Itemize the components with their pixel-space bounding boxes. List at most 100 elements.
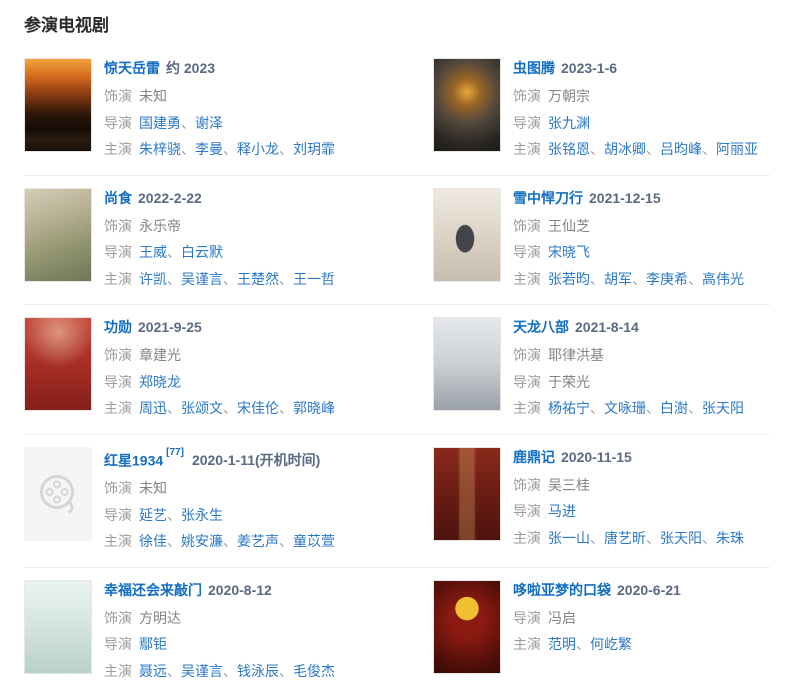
drama-item: 惊天岳雷约 2023 饰演 未知 导演 国建勇、谢泽 主演 朱梓骁、李曼、释小龙、刘玥霏 bbox=[24, 58, 405, 163]
actor-name[interactable]: 白澍 bbox=[660, 400, 688, 416]
director-name[interactable]: 谢泽 bbox=[195, 114, 223, 131]
actor-name[interactable]: 聂远 bbox=[139, 662, 167, 679]
director-name[interactable]: 白云默 bbox=[181, 244, 223, 260]
actor-name[interactable]: 王一哲 bbox=[293, 270, 335, 287]
starring-line: 主演 张若昀、胡军、李庚希、高伟光 bbox=[513, 266, 744, 293]
plays-line: 饰演 吴三桂 bbox=[513, 472, 744, 499]
director-name[interactable]: 郑晓龙 bbox=[139, 373, 181, 390]
actor-name[interactable]: 周迅 bbox=[139, 400, 167, 416]
citation-link[interactable]: [77] bbox=[166, 446, 184, 458]
plays-line: 饰演 未知 bbox=[104, 83, 335, 110]
actor-name[interactable]: 朱梓骁 bbox=[139, 141, 181, 157]
actor-name[interactable]: 胡军 bbox=[604, 270, 632, 287]
actor-name[interactable]: 钱泳辰 bbox=[237, 662, 279, 679]
name-separator: 、 bbox=[279, 141, 293, 157]
drama-poster[interactable] bbox=[433, 187, 501, 282]
plays-line: 饰演 未知 bbox=[104, 475, 335, 502]
title-line: 幸福还会来敲门 2020-8-12 bbox=[104, 580, 335, 601]
starring-label: 主演 bbox=[104, 662, 132, 679]
actor-name[interactable]: 李曼 bbox=[195, 141, 223, 157]
drama-title-link[interactable]: 鹿鼎记 bbox=[513, 448, 555, 465]
actor-name[interactable]: 阿丽亚 bbox=[716, 141, 758, 157]
actor-name[interactable]: 胡冰卿 bbox=[604, 141, 646, 157]
actor-name[interactable]: 童苡萱 bbox=[293, 533, 335, 550]
actor-name[interactable]: 吴谨言 bbox=[181, 270, 223, 287]
release-date: 2020-6-21 bbox=[617, 581, 681, 598]
name-separator: 、 bbox=[279, 662, 293, 679]
actor-name[interactable]: 毛俊杰 bbox=[293, 662, 335, 679]
actor-name[interactable]: 王楚然 bbox=[237, 270, 279, 287]
character-name: 未知 bbox=[139, 480, 167, 497]
plays-label: 饰演 bbox=[513, 88, 541, 104]
director-name[interactable]: 王威 bbox=[139, 244, 167, 260]
director-label: 导演 bbox=[513, 114, 541, 131]
director-name[interactable]: 延艺 bbox=[139, 506, 167, 523]
actor-name[interactable]: 许凯 bbox=[139, 270, 167, 287]
drama-title-link[interactable]: 功勋 bbox=[104, 319, 132, 335]
actor-name[interactable]: 吕昀峰 bbox=[660, 141, 702, 157]
plays-label: 饰演 bbox=[104, 347, 132, 363]
drama-info: 幸福还会来敲门 2020-8-12 饰演 方明达 导演 鄢钜 主演 聂远、吴谨言、钱泳辰、毛俊… bbox=[104, 580, 335, 685]
starring-line: 主演 朱梓骁、李曼、释小龙、刘玥霏 bbox=[104, 136, 335, 163]
drama-info: 惊天岳雷约 2023 饰演 未知 导演 国建勇、谢泽 主演 朱梓骁、李曼、释小龙、刘玥霏 bbox=[104, 58, 335, 163]
drama-title-link[interactable]: 天龙八部 bbox=[513, 319, 569, 335]
actor-name[interactable]: 姚安濂 bbox=[181, 533, 223, 550]
drama-poster[interactable] bbox=[433, 317, 501, 411]
starring-line: 主演 聂远、吴谨言、钱泳辰、毛俊杰 bbox=[104, 658, 335, 685]
drama-title-link[interactable]: 尚食 bbox=[104, 189, 132, 206]
actor-name[interactable]: 李庚希 bbox=[646, 270, 688, 287]
drama-title-link[interactable]: 雪中悍刀行 bbox=[513, 189, 583, 206]
actor-name[interactable]: 刘玥霏 bbox=[293, 141, 335, 157]
drama-title-link[interactable]: 哆啦亚梦的口袋 bbox=[513, 581, 611, 598]
drama-poster[interactable] bbox=[433, 579, 501, 674]
drama-info: 雪中悍刀行 2021-12-15 饰演 王仙芝 导演 宋晓飞 主演 张若昀、胡军、李庚希、高伟… bbox=[513, 188, 744, 293]
actor-name[interactable]: 张铭恩 bbox=[548, 141, 590, 157]
actor-name[interactable]: 张天阳 bbox=[702, 400, 744, 416]
name-separator: 、 bbox=[167, 270, 181, 287]
actor-name[interactable]: 张颂文 bbox=[181, 400, 223, 416]
name-separator: 、 bbox=[181, 114, 195, 131]
name-separator: 、 bbox=[279, 533, 293, 550]
director-name[interactable]: 国建勇 bbox=[139, 114, 181, 131]
actor-name[interactable]: 唐艺昕 bbox=[604, 529, 646, 546]
drama-info: 红星1934[77]2020-1-11(开机时间) 饰演 未知 导演 延艺、张永生 主演徐… bbox=[104, 447, 335, 555]
actor-name[interactable]: 张一山 bbox=[548, 529, 590, 546]
actor-name[interactable]: 杨祐宁 bbox=[548, 400, 590, 416]
director-name[interactable]: 马进 bbox=[548, 503, 576, 519]
actor-name[interactable]: 高伟光 bbox=[702, 270, 744, 287]
drama-poster[interactable] bbox=[24, 58, 92, 152]
drama-info: 虫图腾 2023-1-6 饰演 万朝宗 导演 张九渊 主演 张铭恩、胡冰卿、吕昀峰、阿丽亚 bbox=[513, 58, 758, 163]
drama-poster[interactable] bbox=[24, 579, 92, 674]
actor-name[interactable]: 张若昀 bbox=[548, 270, 590, 287]
drama-title-link[interactable]: 惊天岳雷 bbox=[104, 60, 160, 76]
drama-title-link[interactable]: 幸福还会来敲门 bbox=[104, 581, 202, 598]
drama-item: 鹿鼎记 2020-11-15 饰演 吴三桂 导演 马进 主演 张一山、唐艺昕、张天阳、朱珠 bbox=[433, 446, 770, 552]
actor-name[interactable]: 释小龙 bbox=[237, 141, 279, 157]
actor-name[interactable]: 文咏珊 bbox=[604, 400, 646, 416]
drama-poster[interactable] bbox=[24, 317, 92, 411]
release-date: 2021-9-25 bbox=[138, 319, 202, 335]
actor-name[interactable]: 郭晓峰 bbox=[293, 400, 335, 416]
drama-title-link[interactable]: 红星1934 bbox=[104, 452, 164, 469]
starring-label: 主演 bbox=[513, 141, 541, 157]
starring-label: 主演 bbox=[513, 270, 541, 287]
actor-name[interactable]: 张天阳 bbox=[660, 529, 702, 546]
director-name[interactable]: 宋晓飞 bbox=[548, 244, 590, 260]
drama-poster[interactable] bbox=[24, 446, 92, 541]
starring-label: 主演 bbox=[104, 141, 132, 157]
actor-name[interactable]: 姜艺声 bbox=[237, 533, 279, 550]
actor-name[interactable]: 宋佳伦 bbox=[237, 400, 279, 416]
release-date: 2020-1-11(开机时间) bbox=[191, 452, 321, 469]
drama-poster[interactable] bbox=[433, 446, 501, 541]
drama-title-link[interactable]: 虫图腾 bbox=[513, 60, 555, 76]
actor-name[interactable]: 朱珠 bbox=[716, 529, 744, 546]
director-name[interactable]: 张永生 bbox=[181, 506, 223, 523]
director-label: 导演 bbox=[513, 373, 541, 390]
actor-name[interactable]: 吴谨言 bbox=[181, 662, 223, 679]
director-line: 导演 张九渊 bbox=[513, 110, 758, 137]
drama-poster[interactable] bbox=[433, 58, 501, 152]
director-name[interactable]: 张九渊 bbox=[548, 114, 590, 131]
drama-poster[interactable] bbox=[24, 187, 92, 282]
actor-name[interactable]: 徐佳 bbox=[139, 533, 167, 550]
